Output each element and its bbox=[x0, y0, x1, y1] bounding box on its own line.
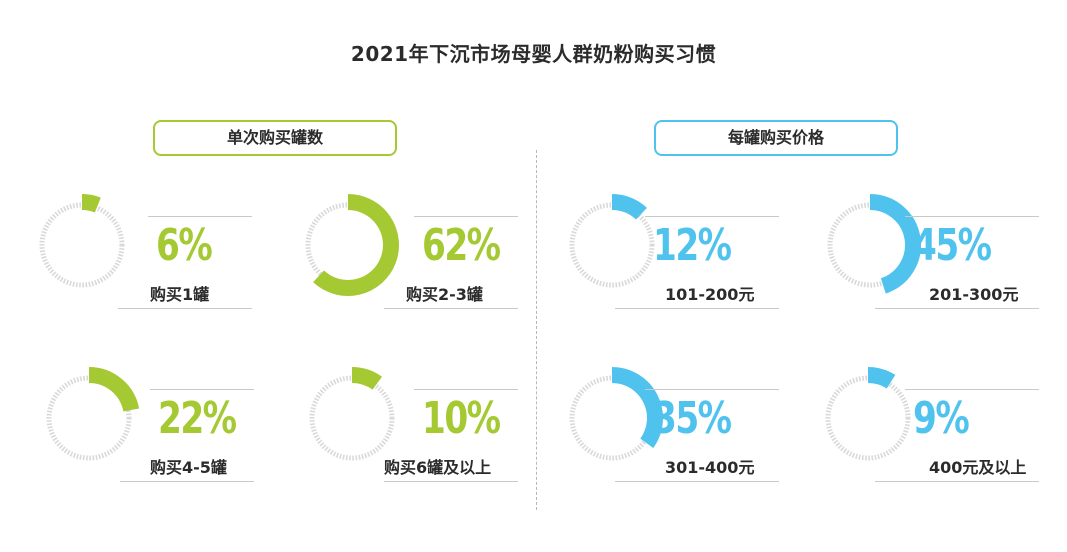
percent-label: 10% bbox=[422, 393, 501, 444]
divider-line bbox=[120, 481, 254, 482]
divider-line bbox=[645, 216, 779, 217]
donut-chart bbox=[309, 367, 395, 461]
percent-label: 62% bbox=[422, 220, 501, 271]
donut-value-arc bbox=[313, 194, 399, 296]
donut-track bbox=[569, 202, 655, 288]
donut-chart bbox=[569, 194, 655, 288]
category-label: 购买4-5罐 bbox=[150, 458, 227, 477]
section-label-cans: 单次购买罐数 bbox=[153, 120, 397, 156]
divider-line bbox=[905, 389, 1039, 390]
donut-chart bbox=[825, 367, 911, 461]
divider-line bbox=[615, 481, 779, 482]
divider-line bbox=[384, 308, 518, 309]
category-label: 购买6罐及以上 bbox=[384, 458, 492, 477]
percent-label: 22% bbox=[158, 393, 237, 444]
donut-chart bbox=[827, 194, 921, 294]
category-label: 201-300元 bbox=[929, 285, 1019, 304]
donut-track bbox=[46, 375, 132, 461]
divider-line bbox=[414, 389, 518, 390]
donut-value-arc bbox=[867, 367, 896, 389]
category-label: 301-400元 bbox=[665, 458, 755, 477]
section-divider bbox=[536, 150, 537, 510]
donut-track bbox=[825, 375, 911, 461]
donut-value-arc bbox=[611, 367, 663, 448]
divider-line bbox=[645, 389, 779, 390]
donut-chart bbox=[39, 194, 125, 288]
category-label: 购买1罐 bbox=[150, 285, 210, 304]
divider-line bbox=[414, 216, 518, 217]
category-label: 400元及以上 bbox=[929, 458, 1027, 477]
category-label: 101-200元 bbox=[665, 285, 755, 304]
divider-line bbox=[150, 389, 254, 390]
divider-line bbox=[148, 216, 252, 217]
donut-value-arc bbox=[869, 194, 921, 294]
divider-line bbox=[118, 308, 252, 309]
donut-value-arc bbox=[351, 367, 382, 390]
percent-label: 6% bbox=[156, 220, 213, 271]
divider-line bbox=[875, 308, 1039, 309]
percent-label: 12% bbox=[653, 220, 732, 271]
donut-chart bbox=[305, 194, 399, 296]
category-label: 购买2-3罐 bbox=[406, 285, 483, 304]
divider-line bbox=[384, 481, 518, 482]
donut-value-arc bbox=[88, 367, 140, 412]
donut-value-arc bbox=[611, 194, 647, 220]
percent-label: 35% bbox=[653, 393, 732, 444]
donut-track bbox=[39, 202, 125, 288]
chart-title: 2021年下沉市场母婴人群奶粉购买习惯 bbox=[350, 42, 717, 66]
divider-line bbox=[905, 216, 1039, 217]
donut-chart bbox=[46, 367, 140, 461]
divider-line bbox=[615, 308, 779, 309]
percent-label: 45% bbox=[913, 220, 992, 271]
divider-line bbox=[875, 481, 1039, 482]
section-label-price: 每罐购买价格 bbox=[654, 120, 898, 156]
donut-track bbox=[309, 375, 395, 461]
donut-chart bbox=[569, 367, 663, 461]
percent-label: 9% bbox=[913, 393, 970, 444]
donut-value-arc bbox=[81, 194, 101, 213]
